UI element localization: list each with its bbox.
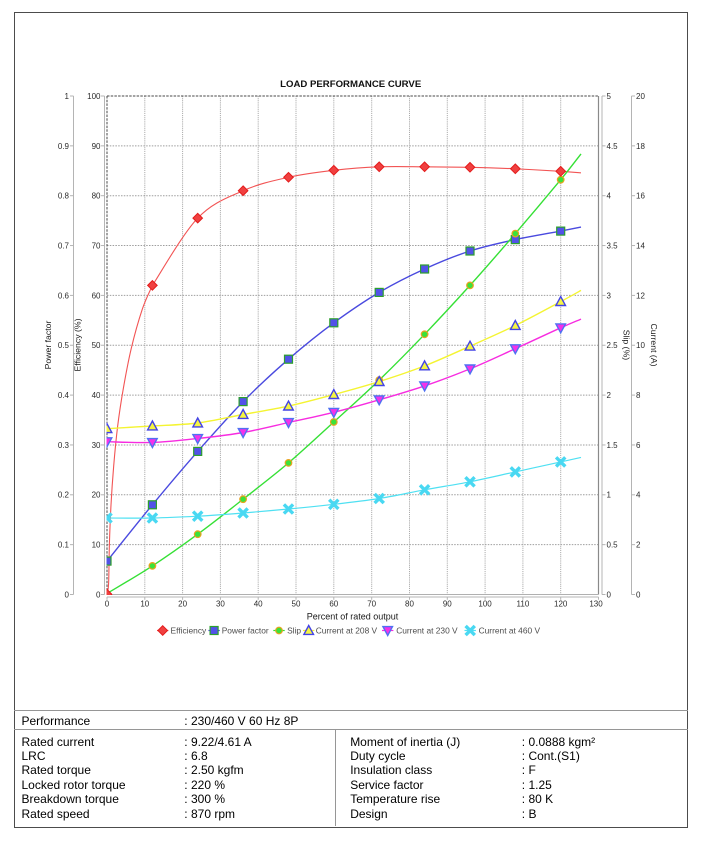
svg-text:0.6: 0.6: [58, 291, 70, 300]
svg-text:0.8: 0.8: [58, 192, 70, 201]
svg-text:Slip: Slip: [287, 626, 301, 636]
svg-text:90: 90: [443, 600, 452, 609]
svg-text:40: 40: [254, 600, 263, 609]
svg-text:20: 20: [636, 92, 645, 101]
svg-text:3: 3: [607, 291, 612, 300]
svg-text:0.2: 0.2: [58, 491, 70, 500]
svg-text:120: 120: [554, 600, 568, 609]
svg-text:110: 110: [517, 600, 530, 609]
svg-text:Percent of rated output: Percent of rated output: [307, 612, 399, 622]
svg-text:1: 1: [607, 491, 612, 500]
svg-text:2: 2: [636, 541, 641, 550]
svg-text:0: 0: [96, 590, 101, 599]
svg-text:0.5: 0.5: [58, 341, 70, 350]
svg-text:6: 6: [636, 441, 641, 450]
svg-text:5: 5: [607, 92, 612, 101]
svg-text:Current at 208 V: Current at 208 V: [316, 626, 378, 636]
svg-text:70: 70: [367, 600, 376, 609]
svg-text:0.1: 0.1: [58, 541, 70, 550]
svg-text:0: 0: [65, 590, 70, 599]
svg-text:50: 50: [92, 341, 101, 350]
svg-text:80: 80: [405, 600, 414, 609]
svg-text:70: 70: [92, 242, 101, 251]
svg-text:0.9: 0.9: [58, 142, 70, 151]
svg-text:Slip (%): Slip (%): [622, 330, 632, 361]
svg-text:60: 60: [92, 291, 101, 300]
svg-text:0: 0: [636, 590, 641, 599]
svg-text:3.5: 3.5: [607, 242, 619, 251]
svg-text:20: 20: [92, 491, 101, 500]
svg-text:4: 4: [607, 192, 612, 201]
svg-text:1.5: 1.5: [607, 441, 619, 450]
svg-text:4: 4: [636, 491, 641, 500]
svg-text:130: 130: [589, 600, 603, 609]
svg-text:Power factor: Power factor: [222, 626, 269, 636]
svg-text:14: 14: [636, 242, 645, 251]
svg-text:10: 10: [636, 341, 645, 350]
svg-text:2.5: 2.5: [607, 341, 619, 350]
svg-text:16: 16: [636, 192, 645, 201]
svg-text:40: 40: [92, 391, 101, 400]
svg-text:90: 90: [92, 142, 101, 151]
svg-text:100: 100: [478, 600, 492, 609]
svg-text:Current at 460 V: Current at 460 V: [479, 626, 541, 636]
svg-text:100: 100: [87, 92, 101, 101]
svg-text:1: 1: [65, 92, 70, 101]
svg-text:20: 20: [178, 600, 187, 609]
svg-text:2: 2: [607, 391, 612, 400]
svg-text:Current (A): Current (A): [649, 324, 659, 367]
svg-text:4.5: 4.5: [607, 142, 619, 151]
svg-text:80: 80: [92, 192, 101, 201]
svg-text:LOAD PERFORMANCE CURVE: LOAD PERFORMANCE CURVE: [280, 79, 422, 90]
svg-text:0.5: 0.5: [607, 541, 619, 550]
svg-text:8: 8: [636, 391, 641, 400]
svg-text:0.3: 0.3: [58, 441, 70, 450]
svg-text:0.7: 0.7: [58, 242, 70, 251]
svg-text:30: 30: [92, 441, 101, 450]
svg-text:0: 0: [105, 600, 110, 609]
svg-text:10: 10: [92, 541, 101, 550]
svg-text:0: 0: [607, 590, 612, 599]
svg-text:Efficiency (%): Efficiency (%): [73, 318, 83, 371]
svg-text:30: 30: [216, 600, 225, 609]
svg-text:12: 12: [636, 291, 645, 300]
svg-text:50: 50: [292, 600, 301, 609]
svg-text:Power factor: Power factor: [43, 321, 53, 370]
svg-text:Current at 230 V: Current at 230 V: [396, 626, 458, 636]
svg-text:Efficiency: Efficiency: [171, 626, 208, 636]
svg-text:18: 18: [636, 142, 645, 151]
svg-text:60: 60: [329, 600, 338, 609]
svg-text:0.4: 0.4: [58, 391, 70, 400]
svg-text:10: 10: [140, 600, 149, 609]
